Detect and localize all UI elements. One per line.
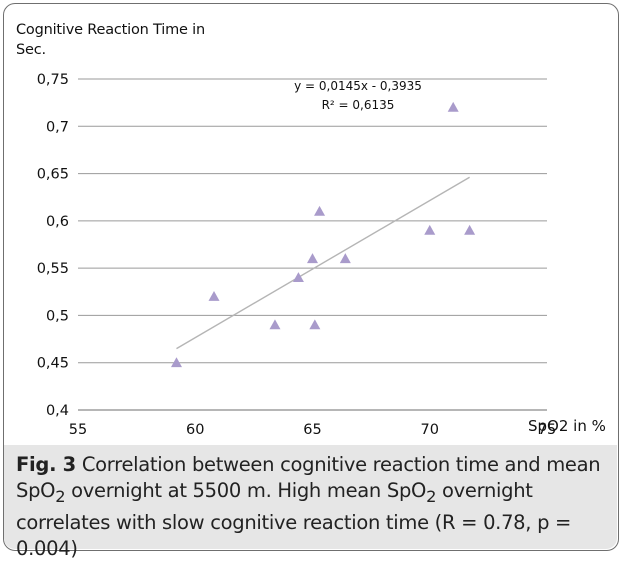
data-point (292, 272, 304, 282)
data-points (170, 101, 476, 368)
caption-sub-2: 2 (426, 486, 437, 506)
data-point (314, 205, 326, 216)
caption-background (4, 445, 617, 549)
x-tick-label: 65 (303, 422, 321, 438)
y-tick-label: 0,65 (37, 167, 69, 183)
data-point (269, 319, 281, 330)
y-tick-label: 0,4 (46, 403, 69, 419)
trendline (176, 176, 470, 350)
x-tick-label: 60 (186, 422, 204, 438)
figure-label: Fig. 3 (16, 453, 76, 476)
trendline-equation: y = 0,0145x - 0,3935 (294, 79, 422, 93)
figure-caption: Fig. 3 Correlation between cognitive rea… (16, 452, 612, 562)
x-tick-labels: 55 60 65 70 75 (69, 422, 556, 438)
data-point (464, 224, 476, 235)
y-tick-label: 0,6 (46, 214, 69, 230)
y-tick-label: 0,75 (37, 72, 69, 88)
caption-sub-1: 2 (55, 486, 66, 506)
x-axis-title: SpO2 in % (528, 417, 606, 435)
caption-text-1: Correlation between cognitive reaction t… (16, 453, 601, 502)
x-tick-label: 55 (69, 422, 87, 438)
data-point (309, 319, 321, 330)
data-point (170, 357, 182, 368)
y-axis-title: Cognitive Reaction Time in Sec. (16, 22, 205, 58)
y-tick-label: 0,45 (37, 356, 69, 372)
y-tick-labels: 0,4 0,45 0,5 0,55 0,6 0,65 0,7 0,75 (37, 72, 69, 419)
y-tick-label: 0,5 (46, 308, 69, 324)
x-tick-label: 75 (538, 422, 556, 438)
scatter-chart: 0,40,450,50,550,60,650,70,75 55 60 65 70 75 … (37, 72, 557, 438)
caption-text-2: overnight at 5500 m. High mean SpO (65, 479, 427, 502)
trendline-r-squared: R² = 0,6135 (322, 98, 395, 112)
gridlines (78, 78, 547, 411)
data-point (339, 253, 351, 264)
y-tick-label: 0,7 (46, 119, 69, 135)
trendline-group: y = 0,0145x - 0,3935 R² = 0,6135 (176, 79, 470, 350)
data-point (424, 224, 436, 235)
data-point (208, 291, 220, 301)
y-tick-label: 0,55 (37, 261, 69, 277)
caption-text-3: overnight correlates with slow cognitive… (16, 479, 572, 560)
x-tick-label: 70 (421, 422, 439, 438)
data-point (307, 253, 318, 264)
data-point (447, 101, 459, 112)
